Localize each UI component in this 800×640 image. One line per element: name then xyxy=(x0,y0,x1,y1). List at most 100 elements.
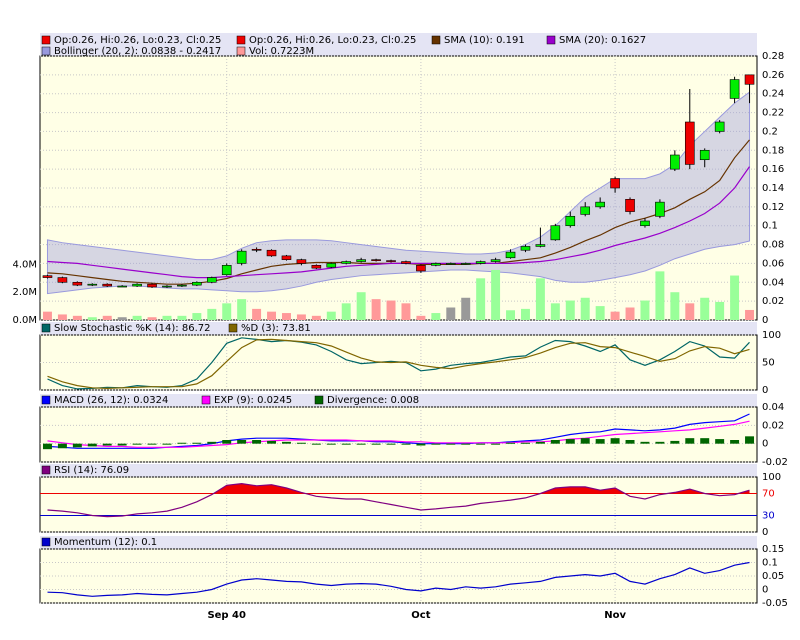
candle-body xyxy=(177,284,187,287)
candle-body xyxy=(684,121,695,165)
legend-strip xyxy=(40,464,757,477)
x-tick-label: Sep 40 xyxy=(207,610,246,621)
volume-bar xyxy=(685,303,695,320)
y-tick-label: 0.1 xyxy=(762,221,778,232)
divergence-bar xyxy=(72,443,82,448)
volume-bar xyxy=(730,275,740,320)
candle-body xyxy=(221,265,232,276)
volume-bar xyxy=(147,317,157,320)
volume-bar xyxy=(296,314,306,320)
candle-body xyxy=(699,149,710,161)
candle-body xyxy=(162,285,172,288)
y-tick-label: 0 xyxy=(762,315,768,326)
volume-bar xyxy=(401,303,411,320)
volume-bar xyxy=(535,278,545,320)
volume-bar xyxy=(177,315,187,320)
y-tick-label: 0.06 xyxy=(762,258,784,269)
legend-swatch xyxy=(546,35,556,45)
divergence-bar xyxy=(461,443,471,445)
volume-bar xyxy=(431,313,441,320)
candle-body xyxy=(87,283,98,286)
legend-swatch xyxy=(236,35,246,45)
candle-body xyxy=(326,263,337,268)
candle-body xyxy=(475,261,486,264)
candle-body xyxy=(714,121,725,132)
y-tick-label: 0.15 xyxy=(762,544,784,555)
candle-body xyxy=(655,201,665,217)
divergence-bar xyxy=(162,443,172,445)
candle-body xyxy=(416,265,426,272)
divergence-bar xyxy=(192,442,202,444)
divergence-bar xyxy=(386,443,396,445)
divergence-bar xyxy=(640,441,650,444)
candle-body xyxy=(490,259,501,262)
volume-bar xyxy=(311,315,321,320)
y-tick-label: 0.02 xyxy=(762,296,784,307)
legend-swatch xyxy=(41,465,51,475)
volume-bar xyxy=(72,315,82,320)
candle-body xyxy=(670,154,680,170)
y-tick-label: 0.22 xyxy=(762,108,784,119)
legend-label: Op:0.26, Hi:0.26, Lo:0.23, Cl:0.25 xyxy=(54,35,221,46)
candle-body xyxy=(386,260,396,262)
legend-label: Slow Stochastic %K (14): 86.72 xyxy=(54,323,210,334)
candle-body xyxy=(729,79,740,99)
volume-bar xyxy=(42,311,52,320)
y-tick-label: 0.04 xyxy=(762,402,784,413)
divergence-bar xyxy=(117,443,127,446)
legend-swatch xyxy=(41,395,51,405)
legend-strip xyxy=(40,322,757,335)
volume-bar xyxy=(162,315,172,320)
divergence-bar xyxy=(87,443,97,447)
volume-bar xyxy=(610,311,620,320)
candle-body xyxy=(281,255,292,260)
legend-strip xyxy=(40,33,757,56)
y-tick-label: 0.16 xyxy=(762,164,784,175)
volume-bar xyxy=(281,313,291,320)
divergence-bar xyxy=(670,440,680,444)
y-tick-label: 0 xyxy=(762,585,768,596)
y-tick-label: 0.12 xyxy=(762,202,784,213)
y-tick-label: 0.28 xyxy=(762,51,784,62)
candle-body xyxy=(132,283,142,287)
candle-body xyxy=(206,277,217,283)
volume-bar xyxy=(207,308,217,320)
legend-label: Momentum (12): 0.1 xyxy=(54,537,157,548)
candle-body xyxy=(296,259,307,264)
y-tick-label: 0.08 xyxy=(762,240,784,251)
divergence-bar xyxy=(550,440,560,444)
divergence-bar xyxy=(326,443,336,445)
divergence-bar xyxy=(625,440,635,444)
candle-body xyxy=(610,178,620,189)
legend-swatch xyxy=(41,323,51,333)
divergence-bar xyxy=(42,443,52,450)
level-label: 70 xyxy=(762,489,775,500)
y-tick-label: 0 xyxy=(762,385,768,396)
y-tick-label: 0.24 xyxy=(762,89,784,100)
candle-body xyxy=(460,263,471,265)
candle-body xyxy=(102,283,113,287)
legend-label: RSI (14): 76.09 xyxy=(54,465,129,476)
divergence-bar xyxy=(267,440,277,444)
volume-tick-label: 2.0M xyxy=(12,287,37,298)
volume-bar xyxy=(491,269,501,320)
candle-body xyxy=(625,199,635,212)
divergence-bar xyxy=(416,443,426,446)
y-tick-label: 100 xyxy=(762,330,781,341)
divergence-bar xyxy=(296,442,306,444)
divergence-bar xyxy=(341,443,351,445)
legend-swatch xyxy=(41,35,51,45)
volume-bar xyxy=(117,317,127,320)
legend-label: Op:0.26, Hi:0.26, Lo:0.23, Cl:0.25 xyxy=(249,35,416,46)
indicator-line xyxy=(47,420,750,448)
indicator-line xyxy=(47,482,750,518)
legend-label: EXP (9): 0.0245 xyxy=(214,395,292,406)
legend-label: %D (3): 73.81 xyxy=(241,323,311,334)
volume-bar xyxy=(132,315,142,320)
volume-bar xyxy=(371,299,381,320)
y-tick-label: -0.05 xyxy=(762,598,788,609)
y-tick-label: 0 xyxy=(762,527,768,538)
volume-bar xyxy=(222,303,232,320)
divergence-bar xyxy=(356,443,366,445)
